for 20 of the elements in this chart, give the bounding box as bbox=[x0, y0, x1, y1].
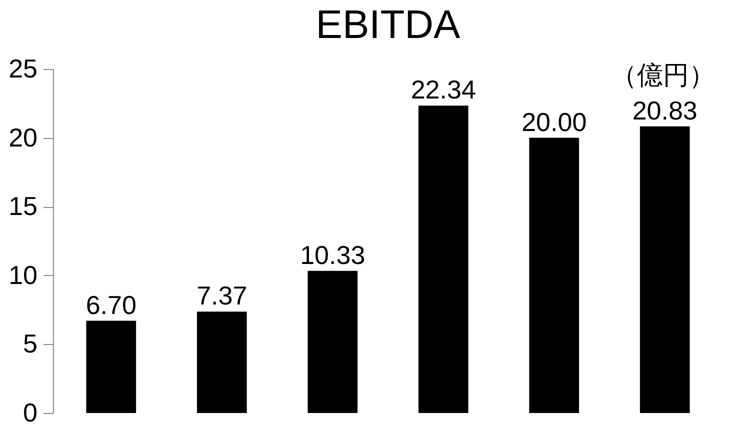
data-label: 7.37 bbox=[196, 280, 248, 311]
y-tick-label: 10 bbox=[8, 260, 38, 290]
bar bbox=[529, 138, 580, 413]
bar bbox=[196, 312, 247, 413]
data-label: 20.83 bbox=[632, 95, 698, 126]
data-label: 10.33 bbox=[300, 240, 366, 270]
y-tick-label: 15 bbox=[8, 191, 38, 222]
bar bbox=[308, 270, 358, 413]
bar bbox=[418, 106, 468, 413]
data-label: 22.34 bbox=[410, 74, 476, 105]
chart-title: EBITDA bbox=[316, 3, 461, 47]
y-tick-label: 25 bbox=[8, 54, 38, 84]
y-tick-label: 20 bbox=[8, 122, 38, 152]
y-tick-label: 0 bbox=[23, 398, 38, 428]
y-tick-label: 5 bbox=[23, 328, 38, 359]
data-label: 6.70 bbox=[86, 290, 136, 320]
annotation: （億円） bbox=[611, 60, 715, 90]
bar bbox=[640, 126, 690, 413]
bar bbox=[86, 320, 136, 413]
data-label: 20.00 bbox=[522, 106, 587, 137]
